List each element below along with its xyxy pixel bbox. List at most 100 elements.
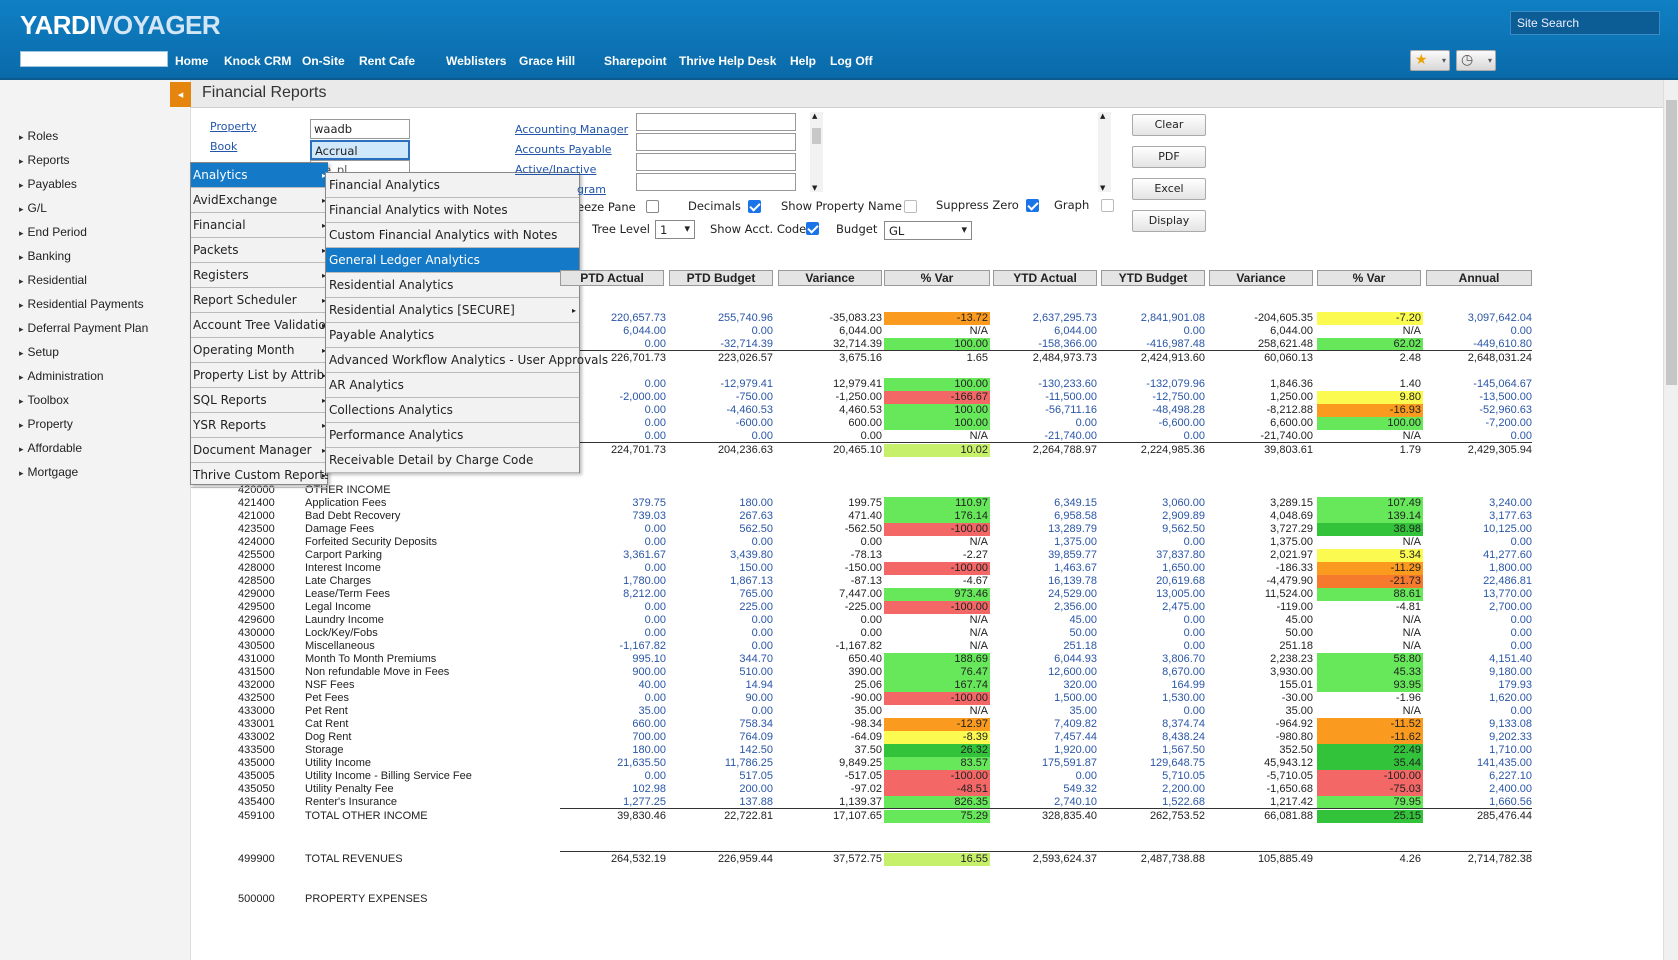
menu-item-property-list-by-attribute[interactable]: Property List by Attribute▸ — [191, 363, 328, 388]
filter-input-1[interactable] — [636, 133, 796, 151]
sidebar-item-residential-payments[interactable]: Residential Payments — [19, 297, 144, 311]
user-field[interactable] — [20, 51, 168, 67]
menu-item-ysr-reports[interactable]: YSR Reports ▸ — [191, 413, 328, 438]
show-acct-code-checkbox[interactable] — [806, 222, 819, 235]
menu-item-analytics[interactable]: Analytics ▸ — [191, 163, 328, 188]
submenu-item-payable-analytics[interactable]: Payable Analytics — [326, 323, 579, 348]
menu-item-thrive-custom-reports[interactable]: Thrive Custom Reports ▸ — [191, 463, 328, 488]
sidebar-item-affordable[interactable]: Affordable — [19, 441, 83, 455]
submenu-item-residential-analytics-secure-[interactable]: Residential Analytics [SECURE] ▸ — [326, 298, 579, 323]
menu-item-operating-month[interactable]: Operating Month ▸ — [191, 338, 328, 363]
nav-weblisters[interactable]: Weblisters — [446, 54, 507, 68]
excel-button[interactable]: Excel — [1132, 178, 1206, 200]
sidebar-item-g-l[interactable]: G/L — [19, 201, 47, 215]
graph-checkbox[interactable] — [1101, 199, 1114, 212]
percent-variance-cell: 100.00 — [1317, 417, 1423, 430]
submenu-item-performance-analytics[interactable]: Performance Analytics — [326, 423, 579, 448]
menu-item-packets[interactable]: Packets ▸ — [191, 238, 328, 263]
submenu-item-ar-analytics[interactable]: AR Analytics — [326, 373, 579, 398]
filter-link-3[interactable]: gram — [577, 183, 606, 196]
submenu-item-custom-financial-analytics-with-notes[interactable]: Custom Financial Analytics with Notes — [326, 223, 579, 248]
property-input[interactable]: waadb — [310, 119, 410, 139]
value-cell: -517.05 — [844, 770, 882, 782]
sidebar-item-mortgage[interactable]: Mortgage — [19, 465, 79, 479]
sidebar-item-property[interactable]: Property — [19, 417, 73, 431]
scrollbar-thumb[interactable] — [1666, 100, 1677, 385]
display-button[interactable]: Display — [1132, 210, 1206, 232]
tree-level-label: Tree Level — [592, 222, 650, 236]
nav-knock-crm[interactable]: Knock CRM — [224, 54, 292, 68]
history-button[interactable]: ◷ ▾ — [1456, 50, 1496, 71]
favorites-button[interactable]: ★ ▾ — [1410, 50, 1450, 71]
options-scrollbar[interactable]: ▲ ▼ — [1098, 112, 1111, 192]
clear-button[interactable]: Clear — [1132, 114, 1206, 136]
tree-level-select[interactable]: 1 — [655, 220, 695, 239]
page-scrollbar[interactable] — [1663, 80, 1678, 960]
link-list-scrollbar[interactable]: ▲ ▼ — [810, 112, 823, 192]
freeze-pane-checkbox[interactable] — [646, 200, 659, 213]
percent-variance-cell: 4.26 — [1399, 853, 1421, 865]
value-cell: -750.00 — [735, 391, 773, 403]
nav-sharepoint[interactable]: Sharepoint — [604, 54, 667, 68]
sidebar-item-administration[interactable]: Administration — [19, 369, 104, 383]
sidebar-item-toolbox[interactable]: Toolbox — [19, 393, 69, 407]
submenu-item-residential-analytics[interactable]: Residential Analytics — [326, 273, 579, 298]
filter-input-3[interactable] — [636, 173, 796, 191]
value-cell: -186.33 — [1275, 562, 1313, 574]
total-rule — [560, 350, 1532, 351]
sidebar-item-payables[interactable]: Payables — [19, 177, 77, 191]
nav-log-off[interactable]: Log Off — [830, 54, 873, 68]
book-link[interactable]: Book — [210, 140, 238, 153]
nav-help[interactable]: Help — [790, 54, 817, 68]
menu-item-financial[interactable]: Financial ▸ — [191, 213, 328, 238]
property-link[interactable]: Property — [210, 120, 257, 133]
sidebar-item-setup[interactable]: Setup — [19, 345, 59, 359]
menu-item-account-tree-validation[interactable]: Account Tree Validation ▸ — [191, 313, 328, 338]
account-name: PROPERTY EXPENSES — [305, 893, 428, 905]
sidebar-item-banking[interactable]: Banking — [19, 249, 71, 263]
filter-link-1[interactable]: Accounts Payable — [515, 143, 612, 156]
menu-item-report-scheduler[interactable]: Report Scheduler ▸ — [191, 288, 328, 313]
sidebar-item-deferral-payment-plan[interactable]: Deferral Payment Plan — [19, 321, 149, 335]
value-cell: 2,356.00 — [1054, 601, 1097, 613]
suppress-zero-checkbox[interactable] — [1026, 199, 1039, 212]
sidebar-item-end-period[interactable]: End Period — [19, 225, 87, 239]
sidebar-item-reports[interactable]: Reports — [19, 153, 70, 167]
table-row: 433500 Storage 180.00 142.50 37.50 26.32 1,920… — [0, 744, 1540, 758]
nav-on-site[interactable]: On-Site — [302, 54, 345, 68]
menu-item-avidexchange[interactable]: AvidExchange ▸ — [191, 188, 328, 213]
percent-variance-cell: 26.32 — [884, 744, 990, 757]
collapse-sidebar-button[interactable]: ◂ — [170, 82, 191, 107]
submenu-item-collections-analytics[interactable]: Collections Analytics — [326, 398, 579, 423]
nav-grace-hill[interactable]: Grace Hill — [519, 54, 576, 68]
menu-item-registers[interactable]: Registers ▸ — [191, 263, 328, 288]
submenu-item-advanced-workflow-analytics-user-approvals[interactable]: Advanced Workflow Analytics - User Appro… — [326, 348, 608, 373]
nav-thrive-help-desk[interactable]: Thrive Help Desk — [679, 54, 777, 68]
pdf-button[interactable]: PDF — [1132, 146, 1206, 168]
filter-link-0[interactable]: Accounting Manager — [515, 123, 629, 136]
submenu-item-receivable-detail-by-charge-code[interactable]: Receivable Detail by Charge Code — [326, 448, 579, 473]
show-property-name-checkbox[interactable] — [904, 200, 917, 213]
sidebar-item-roles[interactable]: Roles — [19, 129, 59, 143]
site-search-input[interactable]: Site Search — [1510, 11, 1660, 35]
book-input[interactable]: Accrual — [310, 140, 410, 160]
value-cell: 0.00 — [644, 562, 666, 574]
sidebar-item-residential[interactable]: Residential — [19, 273, 87, 287]
account-name: Dog Rent — [305, 731, 352, 743]
submenu-item-general-ledger-analytics[interactable]: General Ledger Analytics — [326, 248, 579, 273]
nav-rent-cafe[interactable]: Rent Cafe — [359, 54, 416, 68]
menu-item-document-manager[interactable]: Document Manager ▸ — [191, 438, 328, 463]
filter-link-2[interactable]: Active/Inactive — [515, 163, 597, 176]
value-cell: 226,701.73 — [610, 352, 666, 364]
filter-input-0[interactable] — [636, 113, 796, 131]
submenu-item-financial-analytics-with-notes[interactable]: Financial Analytics with Notes — [326, 198, 579, 223]
value-cell: 1,530.00 — [1162, 692, 1205, 704]
value-cell: 3,806.70 — [1162, 653, 1205, 665]
nav-home[interactable]: Home — [175, 54, 209, 68]
filter-input-2[interactable] — [636, 153, 796, 171]
percent-variance-cell: 38.98 — [1317, 523, 1423, 536]
menu-item-sql-reports[interactable]: SQL Reports ▸ — [191, 388, 328, 413]
budget-select[interactable]: GL — [884, 221, 972, 240]
decimals-checkbox[interactable] — [748, 200, 761, 213]
submenu-item-financial-analytics[interactable]: Financial Analytics — [326, 173, 579, 198]
